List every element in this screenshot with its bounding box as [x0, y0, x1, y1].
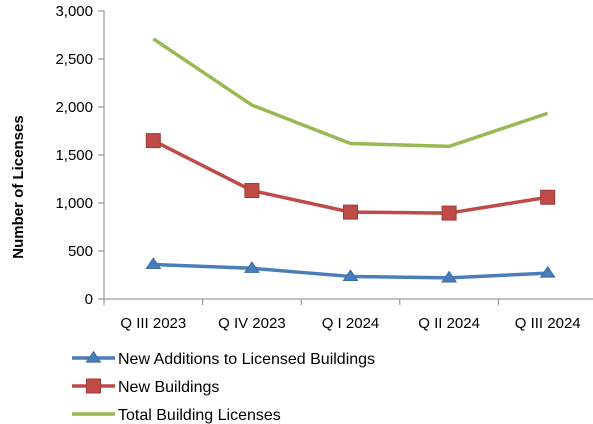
x-tick-label: Q II 2024: [418, 315, 480, 332]
x-tick-label: Q IV 2023: [218, 315, 286, 332]
x-tick-label: Q III 2023: [120, 315, 186, 332]
legend-item: Total Building Licenses: [72, 407, 281, 424]
data-point: [441, 205, 457, 221]
x-tick-label: Q III 2024: [515, 315, 581, 332]
y-tick-label: 1,500: [55, 147, 93, 164]
legend: New Additions to Licensed Buildings New B…: [72, 350, 375, 424]
y-tick-label: 2,000: [55, 99, 93, 116]
series-2: [145, 133, 556, 221]
legend-label: Total Building Licenses: [118, 407, 281, 424]
data-point: [243, 261, 260, 273]
legend-marker: [86, 378, 101, 394]
data-point: [343, 204, 358, 220]
series-3: [152, 37, 549, 149]
legend-item: New Buildings: [72, 378, 219, 396]
y-tick-label: 500: [68, 243, 93, 260]
y-tick-label: 0: [85, 291, 93, 308]
data-point: [244, 183, 260, 199]
x-tick-labels: Q III 2023 Q IV 2023 Q I 2024 Q II 2024 Q II…: [120, 315, 580, 332]
series-group: [145, 37, 556, 283]
x-tick-label: Q I 2024: [322, 315, 380, 332]
data-point: [539, 265, 556, 278]
y-tick-label: 3,000: [55, 3, 93, 20]
y-tick-label: 2,500: [55, 51, 93, 68]
data-point: [342, 269, 359, 282]
y-tick-labels: 0 500 1,000 1,500 2,000 2,500 3,000: [55, 3, 93, 308]
series-1: [145, 257, 556, 283]
legend-label: New Buildings: [118, 379, 219, 396]
series-line: [152, 37, 549, 149]
data-point: [441, 270, 458, 283]
data-point: [540, 189, 556, 205]
series-line: [152, 139, 548, 215]
data-point: [145, 257, 162, 270]
y-axis-label: Number of Licenses: [10, 115, 27, 258]
legend-item: New Additions to Licensed Buildings: [72, 350, 375, 368]
axes: [98, 10, 593, 305]
legend-marker: [85, 350, 102, 363]
legend-label: New Additions to Licensed Buildings: [118, 351, 375, 368]
data-point: [145, 133, 161, 149]
y-tick-label: 1,000: [55, 195, 93, 212]
